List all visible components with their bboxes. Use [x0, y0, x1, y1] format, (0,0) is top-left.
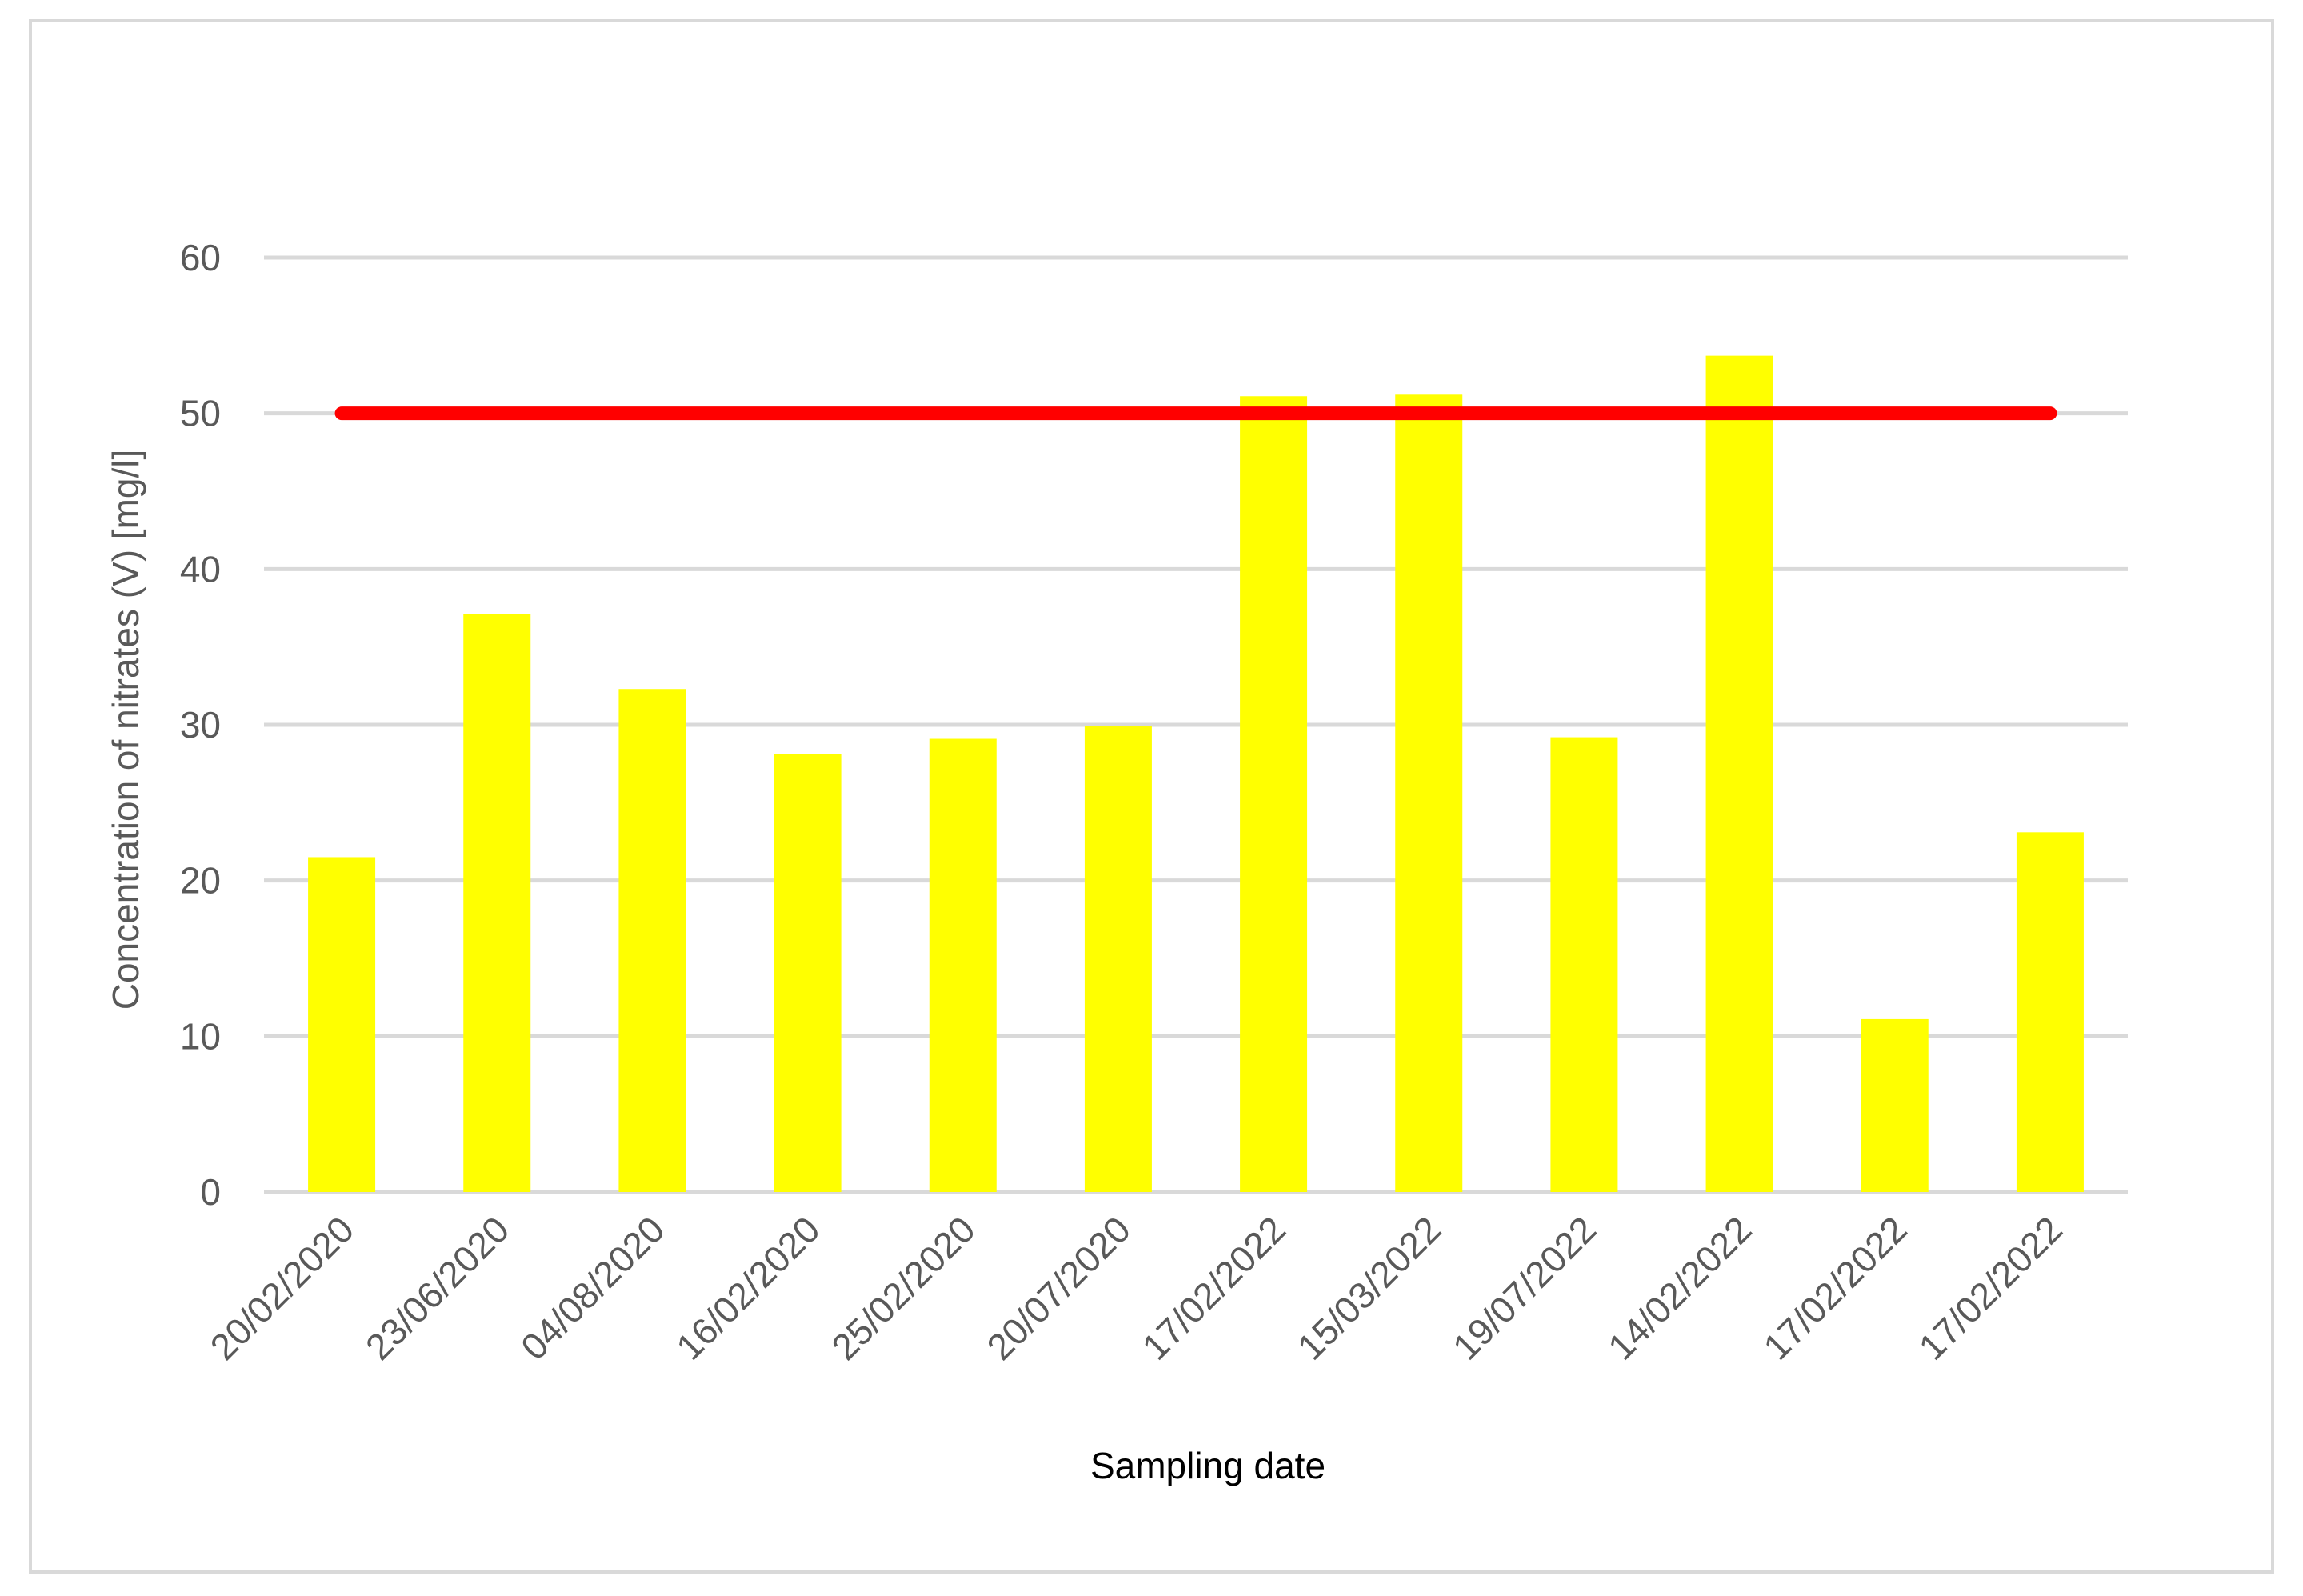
y-tick-label: 0	[200, 1171, 221, 1213]
x-tick-label: 23/06/2020	[358, 1208, 518, 1368]
bar-12	[2016, 832, 2084, 1192]
bar-9	[1550, 737, 1618, 1192]
y-tick-labels: 0 10 20 30 40 50 60	[180, 237, 221, 1213]
y-tick-label: 60	[180, 237, 221, 278]
x-tick-label: 25/02/2020	[823, 1208, 983, 1368]
bar-8	[1395, 394, 1463, 1193]
x-tick-label: 14/02/2022	[1600, 1208, 1760, 1368]
x-tick-label: 04/08/2020	[513, 1208, 673, 1368]
y-tick-label: 40	[180, 548, 221, 590]
x-tick-label: 17/02/2022	[1134, 1208, 1294, 1368]
x-tick-label: 20/07/2020	[978, 1208, 1138, 1368]
x-tick-label: 16/02/2020	[668, 1208, 828, 1368]
x-tick-label: 15/03/2022	[1289, 1208, 1449, 1368]
bar-4	[774, 754, 842, 1192]
y-tick-label: 10	[180, 1015, 221, 1057]
bar-2	[463, 614, 531, 1192]
gridlines	[264, 255, 2128, 1194]
x-tick-label: 17/02/2022	[1910, 1208, 2070, 1368]
y-axis-title: Concentration of nitrates (V) [mg/l]	[105, 450, 146, 1010]
y-tick-label: 30	[180, 704, 221, 746]
y-tick-label: 20	[180, 860, 221, 902]
x-tick-label: 17/02/2022	[1755, 1208, 1915, 1368]
bar-6	[1084, 726, 1152, 1192]
bars	[308, 355, 2084, 1193]
bar-1	[308, 857, 376, 1192]
bar-10	[1705, 355, 1773, 1192]
bar-5	[929, 738, 997, 1192]
x-tick-label: 20/02/2020	[202, 1208, 362, 1368]
x-tick-label: 19/07/2022	[1445, 1208, 1605, 1368]
bar-3	[618, 689, 686, 1192]
y-tick-label: 50	[180, 393, 221, 434]
x-axis-title: Sampling date	[1090, 1445, 1325, 1486]
x-tick-labels: 20/02/202023/06/202004/08/202016/02/2020…	[202, 1208, 2070, 1368]
bar-7	[1240, 396, 1308, 1193]
bar-11	[1861, 1018, 1929, 1192]
